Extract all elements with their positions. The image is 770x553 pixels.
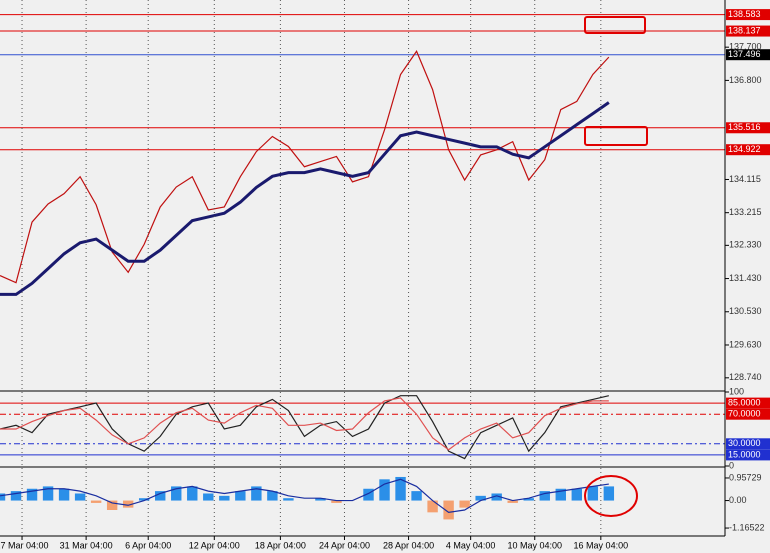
x-tick-label: 12 Apr 04:00 bbox=[189, 540, 240, 550]
series-line bbox=[0, 478, 609, 513]
histogram-bar bbox=[475, 495, 486, 501]
level-label: 137.496 bbox=[728, 49, 761, 59]
histogram-bar bbox=[122, 500, 134, 508]
annotation-box bbox=[584, 16, 646, 34]
level-label: 138.137 bbox=[728, 25, 761, 35]
level-label: 135.516 bbox=[728, 122, 761, 132]
histogram-bar bbox=[555, 488, 566, 501]
histogram-bar bbox=[42, 486, 54, 501]
level-label-box bbox=[726, 49, 770, 61]
series-line bbox=[0, 397, 609, 451]
histogram-bar bbox=[331, 500, 342, 503]
level-label-box bbox=[726, 25, 770, 37]
x-tick-label: 28 Apr 04:00 bbox=[383, 540, 434, 550]
y-tick-label: 132.330 bbox=[729, 240, 762, 250]
histogram-bar bbox=[459, 500, 470, 508]
histogram-bar bbox=[507, 500, 518, 503]
histogram-bar bbox=[571, 488, 583, 501]
histogram-bar bbox=[411, 491, 422, 501]
histogram-bar bbox=[427, 500, 438, 513]
histogram-bar bbox=[0, 493, 6, 501]
histogram-bar bbox=[90, 500, 102, 503]
y-tick-label: 0 bbox=[729, 460, 734, 470]
x-tick-label: 10 May 04:00 bbox=[507, 540, 562, 550]
level-label-box bbox=[726, 408, 770, 420]
histogram-bar bbox=[379, 479, 390, 501]
level-label-box bbox=[726, 438, 770, 450]
histogram-bar bbox=[187, 486, 198, 501]
level-label-box bbox=[726, 449, 770, 461]
histogram-bar bbox=[315, 498, 326, 501]
y-tick-label: 0.00 bbox=[729, 495, 747, 505]
level-label: 15.0000 bbox=[728, 449, 761, 459]
histogram-bar bbox=[491, 493, 502, 501]
y-tick-label: 129.630 bbox=[729, 339, 762, 349]
histogram-bar bbox=[251, 486, 262, 501]
series-line bbox=[0, 395, 609, 460]
level-label: 134.922 bbox=[728, 144, 761, 154]
level-label-box bbox=[726, 397, 770, 409]
level-label: 85.0000 bbox=[728, 397, 761, 407]
x-tick-label: 4 May 04:00 bbox=[446, 540, 496, 550]
level-label-box bbox=[726, 9, 770, 21]
y-tick-label: 134.115 bbox=[729, 174, 761, 184]
series-line bbox=[0, 49, 610, 284]
y-tick-label: 136.800 bbox=[729, 75, 762, 85]
histogram-bar bbox=[235, 491, 246, 501]
y-tick-label: 128.740 bbox=[729, 372, 762, 382]
x-tick-label: 31 Mar 04:00 bbox=[60, 540, 113, 550]
x-tick-label: 18 Apr 04:00 bbox=[255, 540, 306, 550]
histogram-bar bbox=[106, 500, 118, 510]
x-tick-label: 24 Apr 04:00 bbox=[319, 540, 370, 550]
y-tick-label: 100 bbox=[729, 386, 744, 396]
histogram-bar bbox=[219, 495, 230, 501]
level-label-box bbox=[726, 122, 770, 134]
histogram-bar bbox=[395, 476, 406, 501]
histogram-bar bbox=[587, 486, 599, 501]
histogram-bar bbox=[10, 491, 22, 501]
histogram-bar bbox=[58, 488, 70, 501]
histogram-bar bbox=[138, 498, 150, 501]
y-tick-label: -1.16522 bbox=[729, 522, 765, 532]
histogram-bar bbox=[363, 488, 374, 501]
series-line bbox=[0, 101, 610, 296]
histogram-bar bbox=[74, 493, 86, 501]
y-tick-label: 0.95729 bbox=[729, 472, 762, 482]
level-label: 30.0000 bbox=[728, 438, 761, 448]
histogram-bar bbox=[603, 486, 615, 501]
x-tick-label: 27 Mar 04:00 bbox=[0, 540, 49, 550]
x-tick-label: 6 Apr 04:00 bbox=[125, 540, 171, 550]
histogram-bar bbox=[283, 498, 294, 501]
histogram-bar bbox=[26, 488, 38, 501]
histogram-bar bbox=[443, 500, 454, 520]
y-tick-label: 133.215 bbox=[729, 207, 762, 217]
histogram-bar bbox=[267, 491, 278, 501]
level-label-box bbox=[726, 144, 770, 156]
level-label: 70.0000 bbox=[728, 409, 761, 419]
annotation-box bbox=[584, 126, 648, 146]
y-tick-label: 131.430 bbox=[729, 273, 762, 283]
histogram-bar bbox=[155, 491, 166, 501]
x-tick-label: 16 May 04:00 bbox=[574, 540, 629, 550]
histogram-bar bbox=[523, 498, 534, 501]
histogram-bar bbox=[171, 486, 182, 501]
level-label: 138.583 bbox=[728, 9, 761, 19]
y-tick-label: 130.530 bbox=[729, 306, 762, 316]
plot: 27 Mar 04:00 31 Mar 04:00 6 Apr 04:00 12 Ap… bbox=[0, 0, 725, 550]
y-tick-label: 137.700 bbox=[729, 42, 762, 52]
annotation-circle bbox=[584, 475, 638, 517]
histogram-bar bbox=[203, 493, 214, 501]
histogram-bar bbox=[539, 491, 550, 501]
